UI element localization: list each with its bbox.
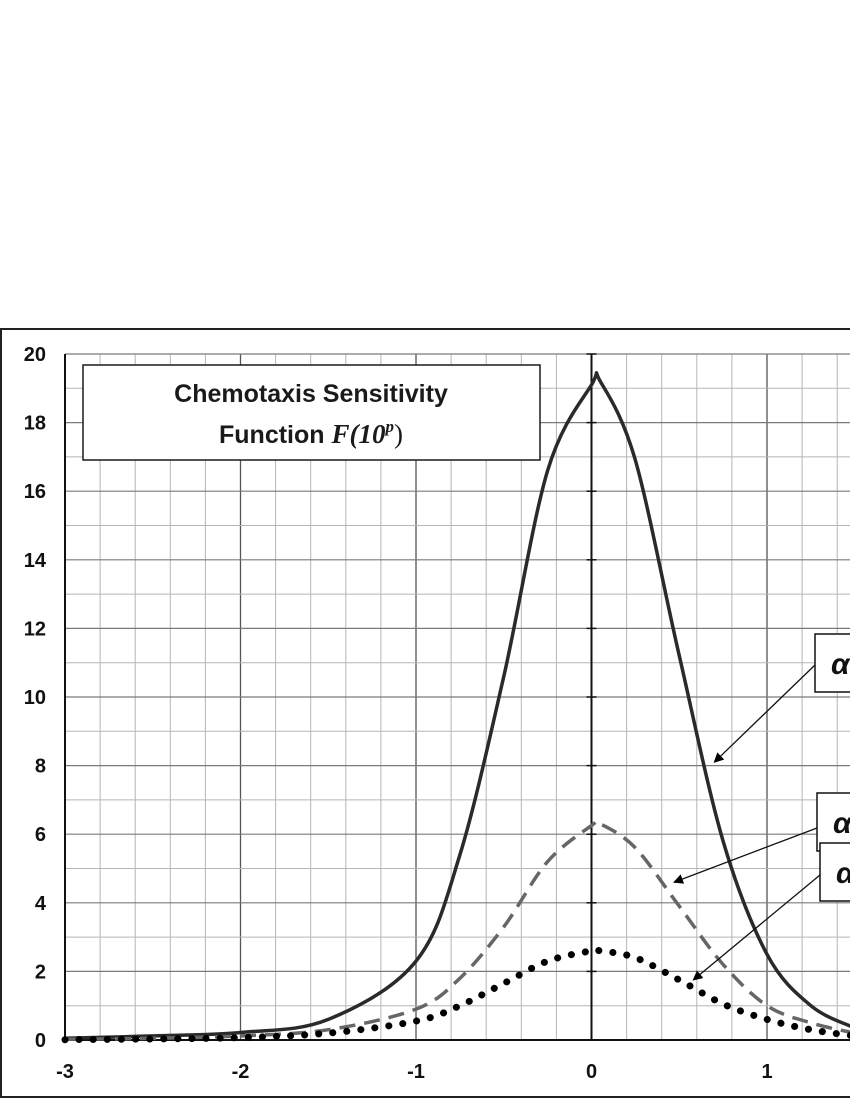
y-tick-label: 18 (24, 413, 46, 435)
y-tick-label: 10 (24, 687, 46, 709)
series-line-dashed (64, 819, 850, 1042)
annotation-arrow (713, 664, 816, 763)
axes (64, 353, 850, 1041)
chart-title-line1: Chemotaxis Sensitivity (174, 380, 448, 408)
y-tick-label: 4 (35, 893, 47, 915)
y-tick-label: 14 (24, 550, 47, 572)
annotations: ααα (673, 633, 850, 981)
x-tick-label: -1 (407, 1061, 425, 1083)
y-tick-label: 6 (35, 824, 46, 846)
y-tick-label: 8 (35, 756, 46, 778)
chart-title-math: F(10 (330, 419, 386, 449)
annotation-arrow (692, 874, 821, 981)
annotation-box (819, 842, 850, 902)
series-line-dotted (61, 946, 850, 1044)
annotation-label: α (831, 648, 850, 681)
annotation-label: α (833, 807, 850, 840)
y-tick-label: 12 (24, 618, 46, 640)
annotation-label: α (836, 857, 850, 890)
chart-title-line2: Function F(10p) (219, 417, 403, 449)
annotation-arrow (673, 827, 818, 884)
chart-title-close: ) (394, 419, 403, 449)
y-tick-label: 16 (24, 481, 46, 503)
chart-title-line2-prefix: Function (219, 421, 331, 449)
tick-labels: 0 2 4 6 8 10 12 14 16 18 20 -3 -2 -1 0 1 (24, 344, 773, 1083)
x-tick-label: -2 (232, 1061, 250, 1083)
y-tick-label: 0 (35, 1030, 46, 1052)
grid (64, 353, 850, 1041)
y-tick-label: 20 (24, 344, 46, 366)
chart-title-box: Chemotaxis Sensitivity Function F(10p) (82, 364, 541, 461)
chart-title-sup: p (383, 417, 394, 436)
y-tick-label: 2 (35, 961, 46, 983)
x-tick-label: 1 (761, 1061, 772, 1083)
x-tick-label: 0 (586, 1061, 597, 1083)
x-tick-label: -3 (56, 1061, 74, 1083)
series-line-solid (64, 371, 850, 1041)
series (61, 371, 850, 1044)
annotation-box (814, 633, 850, 693)
